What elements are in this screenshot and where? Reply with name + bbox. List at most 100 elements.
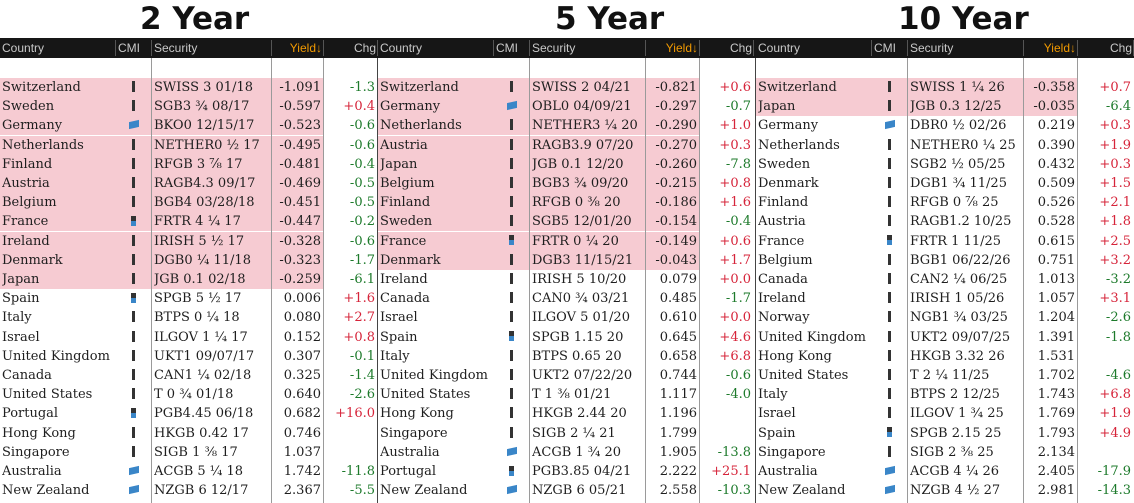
security-cell[interactable]: ACGB 1 ¾ 20 — [532, 444, 622, 460]
table-row[interactable]: France FRTR 4 ¼ 17 -0.447 -0.2 — [0, 212, 378, 232]
column-header-country[interactable]: Country — [380, 41, 423, 55]
table-row[interactable]: Israel ILGOV 5 01/20 0.610 +0.0 — [378, 308, 754, 327]
security-cell[interactable]: NETHER3 ¼ 20 — [532, 118, 638, 134]
table-row[interactable]: Spain SPGB 1.15 20 0.645 +4.6 — [378, 328, 754, 347]
security-cell[interactable]: BKO0 12/15/17 — [154, 118, 255, 134]
security-cell[interactable]: BGB1 06/22/26 — [910, 252, 1011, 268]
table-row[interactable]: Portugal PGB4.45 06/18 0.682 +16.0 — [0, 404, 378, 423]
security-cell[interactable]: UKT1 09/07/17 — [154, 348, 255, 364]
security-cell[interactable]: BGB3 ¾ 09/20 — [532, 176, 629, 191]
security-cell[interactable]: JGB 0.1 12/20 — [532, 156, 624, 172]
table-row[interactable]: Japan JGB 0.3 12/25 -0.035 -6.4 — [756, 97, 1134, 117]
table-row[interactable]: Hong Kong HKGB 2.44 20 1.196 — [378, 404, 754, 423]
column-header-cmi[interactable]: CMI — [496, 41, 518, 55]
security-cell[interactable]: PGB3.85 04/21 — [532, 464, 632, 479]
table-row[interactable]: Hong Kong HKGB 3.32 26 1.531 — [756, 347, 1134, 366]
table-row[interactable]: Ireland IRISH 1 05/26 1.057 +3.1 — [756, 289, 1134, 308]
security-cell[interactable]: SIGB 1 ⅜ 17 — [154, 444, 238, 460]
security-cell[interactable]: ACGB 4 ¼ 26 — [910, 464, 1000, 479]
table-row[interactable]: Switzerland SWISS 3 01/18 -1.091 -1.3 — [0, 78, 378, 97]
table-row[interactable]: Austria RAGB4.3 09/17 -0.469 -0.5 — [0, 174, 378, 193]
security-cell[interactable]: FRTR 0 ¼ 20 — [532, 233, 619, 249]
table-row[interactable]: Switzerland SWISS 2 04/21 -0.821 +0.6 — [378, 78, 754, 97]
security-cell[interactable]: SPGB 5 ½ 17 — [154, 291, 242, 307]
table-row[interactable]: Germany OBL0 04/09/21 -0.297 -0.7 — [378, 97, 754, 117]
security-cell[interactable]: BTPS 0.65 20 — [532, 348, 622, 364]
column-header-yield[interactable]: Yield↓ — [1043, 41, 1076, 55]
table-row[interactable]: France FRTR 0 ¼ 20 -0.149 +0.6 — [378, 231, 754, 251]
security-cell[interactable]: UKT2 09/07/25 — [910, 329, 1011, 345]
table-row[interactable]: United States T 2 ¼ 11/25 1.702 -4.6 — [756, 366, 1134, 385]
table-row[interactable]: Spain SPGB 2.15 25 1.793 +4.9 — [756, 424, 1134, 443]
table-row[interactable]: United States T 0 ¾ 01/18 0.640 -2.6 — [0, 385, 378, 404]
table-row[interactable]: Austria RAGB1.2 10/25 0.528 +1.8 — [756, 212, 1134, 231]
table-row[interactable]: Italy BTPS 2 12/25 1.743 +6.8 — [756, 385, 1134, 404]
table-row[interactable]: New Zealand NZGB 6 05/21 2.558 -10.3 — [378, 481, 754, 500]
security-cell[interactable]: PGB4.45 06/18 — [154, 406, 254, 422]
security-cell[interactable]: SPGB 2.15 25 — [910, 425, 1002, 441]
security-cell[interactable]: T 0 ¾ 01/18 — [154, 387, 234, 403]
security-cell[interactable]: SWISS 2 04/21 — [532, 80, 631, 95]
table-row[interactable]: Norway NGB1 ¾ 03/25 1.204 -2.6 — [756, 308, 1134, 327]
security-cell[interactable]: RFGB 0 ⅜ 20 — [532, 195, 621, 211]
table-row[interactable]: Canada CAN2 ¼ 06/25 1.013 -3.2 — [756, 270, 1134, 289]
security-cell[interactable]: FRTR 4 ¼ 17 — [154, 214, 241, 230]
security-cell[interactable]: HKGB 2.44 20 — [532, 406, 627, 422]
security-cell[interactable]: HKGB 0.42 17 — [154, 425, 249, 441]
table-row[interactable]: Singapore SIGB 2 ¼ 21 1.799 — [378, 424, 754, 443]
table-row[interactable]: Denmark DGB3 11/15/21 -0.043 +1.7 — [378, 250, 754, 270]
security-cell[interactable]: NETHER0 ½ 17 — [154, 137, 260, 153]
table-row[interactable]: Australia ACGB 5 ¼ 18 1.742 -11.8 — [0, 462, 378, 481]
table-row[interactable]: Australia ACGB 1 ¾ 20 1.905 -13.8 — [378, 443, 754, 462]
security-cell[interactable]: ILGOV 5 01/20 — [532, 310, 630, 326]
column-header-cmi[interactable]: CMI — [118, 41, 140, 55]
security-cell[interactable]: RAGB1.2 10/25 — [910, 214, 1012, 230]
table-row[interactable]: Netherlands NETHER3 ¼ 20 -0.290 +1.0 — [378, 116, 754, 136]
table-row[interactable]: Finland RFGB 0 ⅞ 25 0.526 +2.1 — [756, 193, 1134, 212]
security-cell[interactable]: SWISS 3 01/18 — [154, 80, 253, 95]
table-row[interactable]: Italy BTPS 0 ¼ 18 0.080 +2.7 — [0, 308, 378, 327]
security-cell[interactable]: SGB2 ½ 05/25 — [910, 156, 1006, 172]
table-row[interactable]: Denmark DGB1 ¾ 11/25 0.509 +1.5 — [756, 174, 1134, 193]
table-row[interactable]: Netherlands NETHER0 ¼ 25 0.390 +1.9 — [756, 136, 1134, 155]
security-cell[interactable]: RAGB4.3 09/17 — [154, 176, 256, 191]
table-row[interactable]: Sweden SGB5 12/01/20 -0.154 -0.4 — [378, 212, 754, 232]
security-cell[interactable]: ILGOV 1 ¼ 17 — [154, 329, 248, 345]
security-cell[interactable]: IRISH 5 ½ 17 — [154, 233, 245, 249]
table-row[interactable]: Spain SPGB 5 ½ 17 0.006 +1.6 — [0, 289, 378, 308]
security-cell[interactable]: IRISH 5 10/20 — [532, 272, 627, 287]
table-row[interactable]: Belgium BGB1 06/22/26 0.751 +3.2 — [756, 251, 1134, 270]
table-row[interactable]: Finland RFGB 3 ⅞ 17 -0.481 -0.4 — [0, 154, 378, 174]
table-row[interactable]: Hong Kong HKGB 0.42 17 0.746 — [0, 424, 378, 443]
security-cell[interactable]: OBL0 04/09/21 — [532, 99, 632, 115]
table-row[interactable]: New Zealand NZGB 6 12/17 2.367 -5.5 — [0, 481, 378, 500]
table-row[interactable]: Austria RAGB3.9 07/20 -0.270 +0.3 — [378, 135, 754, 155]
security-cell[interactable]: DBR0 ½ 02/26 — [910, 118, 1007, 134]
security-cell[interactable]: HKGB 3.32 26 — [910, 348, 1005, 364]
table-row[interactable]: Sweden SGB3 ¾ 08/17 -0.597 +0.4 — [0, 97, 378, 117]
security-cell[interactable]: T 1 ⅜ 01/21 — [532, 387, 612, 403]
table-row[interactable]: Portugal PGB3.85 04/21 2.222 +25.1 — [378, 462, 754, 481]
table-row[interactable]: New Zealand NZGB 4 ½ 27 2.981 -14.3 — [756, 481, 1134, 500]
table-row[interactable]: Belgium BGB3 ¾ 09/20 -0.215 +0.8 — [378, 174, 754, 193]
column-header-chg[interactable]: Chg — [1109, 41, 1132, 55]
security-cell[interactable]: SGB5 12/01/20 — [532, 214, 632, 230]
table-row[interactable]: Belgium BGB4 03/28/18 -0.451 -0.5 — [0, 193, 378, 213]
table-row[interactable]: Canada CAN0 ¾ 03/21 0.485 -1.7 — [378, 289, 754, 308]
column-header-security[interactable]: Security — [154, 41, 198, 55]
table-row[interactable]: Germany BKO0 12/15/17 -0.523 -0.6 — [0, 116, 378, 136]
security-cell[interactable]: ILGOV 1 ¾ 25 — [910, 406, 1004, 422]
security-cell[interactable]: BGB4 03/28/18 — [154, 195, 255, 211]
security-cell[interactable]: SPGB 1.15 20 — [532, 329, 624, 345]
security-cell[interactable]: CAN1 ¼ 02/18 — [154, 368, 252, 383]
table-row[interactable]: Ireland IRISH 5 ½ 17 -0.328 -0.6 — [0, 231, 378, 251]
table-row[interactable]: Sweden SGB2 ½ 05/25 0.432 +0.3 — [756, 155, 1134, 174]
table-row[interactable]: France FRTR 1 11/25 0.615 +2.5 — [756, 232, 1134, 251]
security-cell[interactable]: IRISH 1 05/26 — [910, 291, 1005, 307]
security-cell[interactable]: BTPS 2 12/25 — [910, 387, 1000, 403]
security-cell[interactable]: DGB1 ¾ 11/25 — [910, 176, 1007, 191]
table-row[interactable]: Germany DBR0 ½ 02/26 0.219 +0.3 — [756, 116, 1134, 135]
table-row[interactable]: Finland RFGB 0 ⅜ 20 -0.186 +1.6 — [378, 193, 754, 213]
table-row[interactable]: United Kingdom UKT2 07/22/20 0.744 -0.6 — [378, 366, 754, 385]
security-cell[interactable]: RAGB3.9 07/20 — [532, 137, 634, 153]
